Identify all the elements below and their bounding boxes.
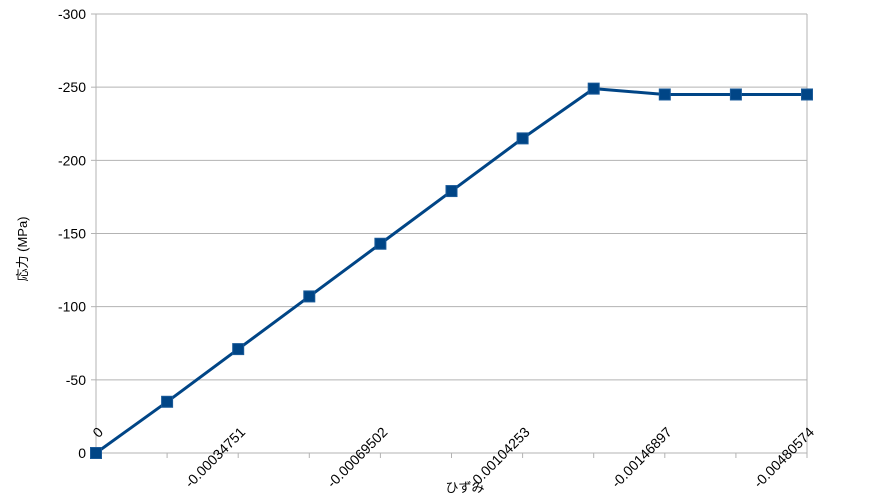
y-tick-label: -300 [58,6,86,22]
data-point [303,290,316,303]
data-point [90,447,102,459]
y-tick-label: -250 [58,79,86,95]
series-line [95,87,807,455]
y-tick-label: -200 [58,152,86,168]
data-point [161,395,174,408]
y-axis-title: 応力 (MPa) [15,216,30,281]
axes [91,13,808,458]
y-tick-label: -150 [58,226,86,242]
y-tick-labels: -300 -250 -200 -150 -100 -50 0 [58,6,86,461]
data-point [445,185,458,198]
y-tick-label: 0 [78,445,86,461]
data-point [729,88,742,101]
y-tick-label: -100 [58,299,86,315]
data-point [587,82,600,95]
data-point [516,132,529,145]
x-axis-title: ひずみ [445,480,484,495]
x-tick-label: 0 [89,424,106,441]
grid [96,13,807,454]
data-point [801,88,813,101]
y-tick-label: -50 [66,372,86,388]
series [90,82,813,459]
data-point [374,237,387,250]
data-point [658,88,671,101]
data-point [232,343,245,356]
